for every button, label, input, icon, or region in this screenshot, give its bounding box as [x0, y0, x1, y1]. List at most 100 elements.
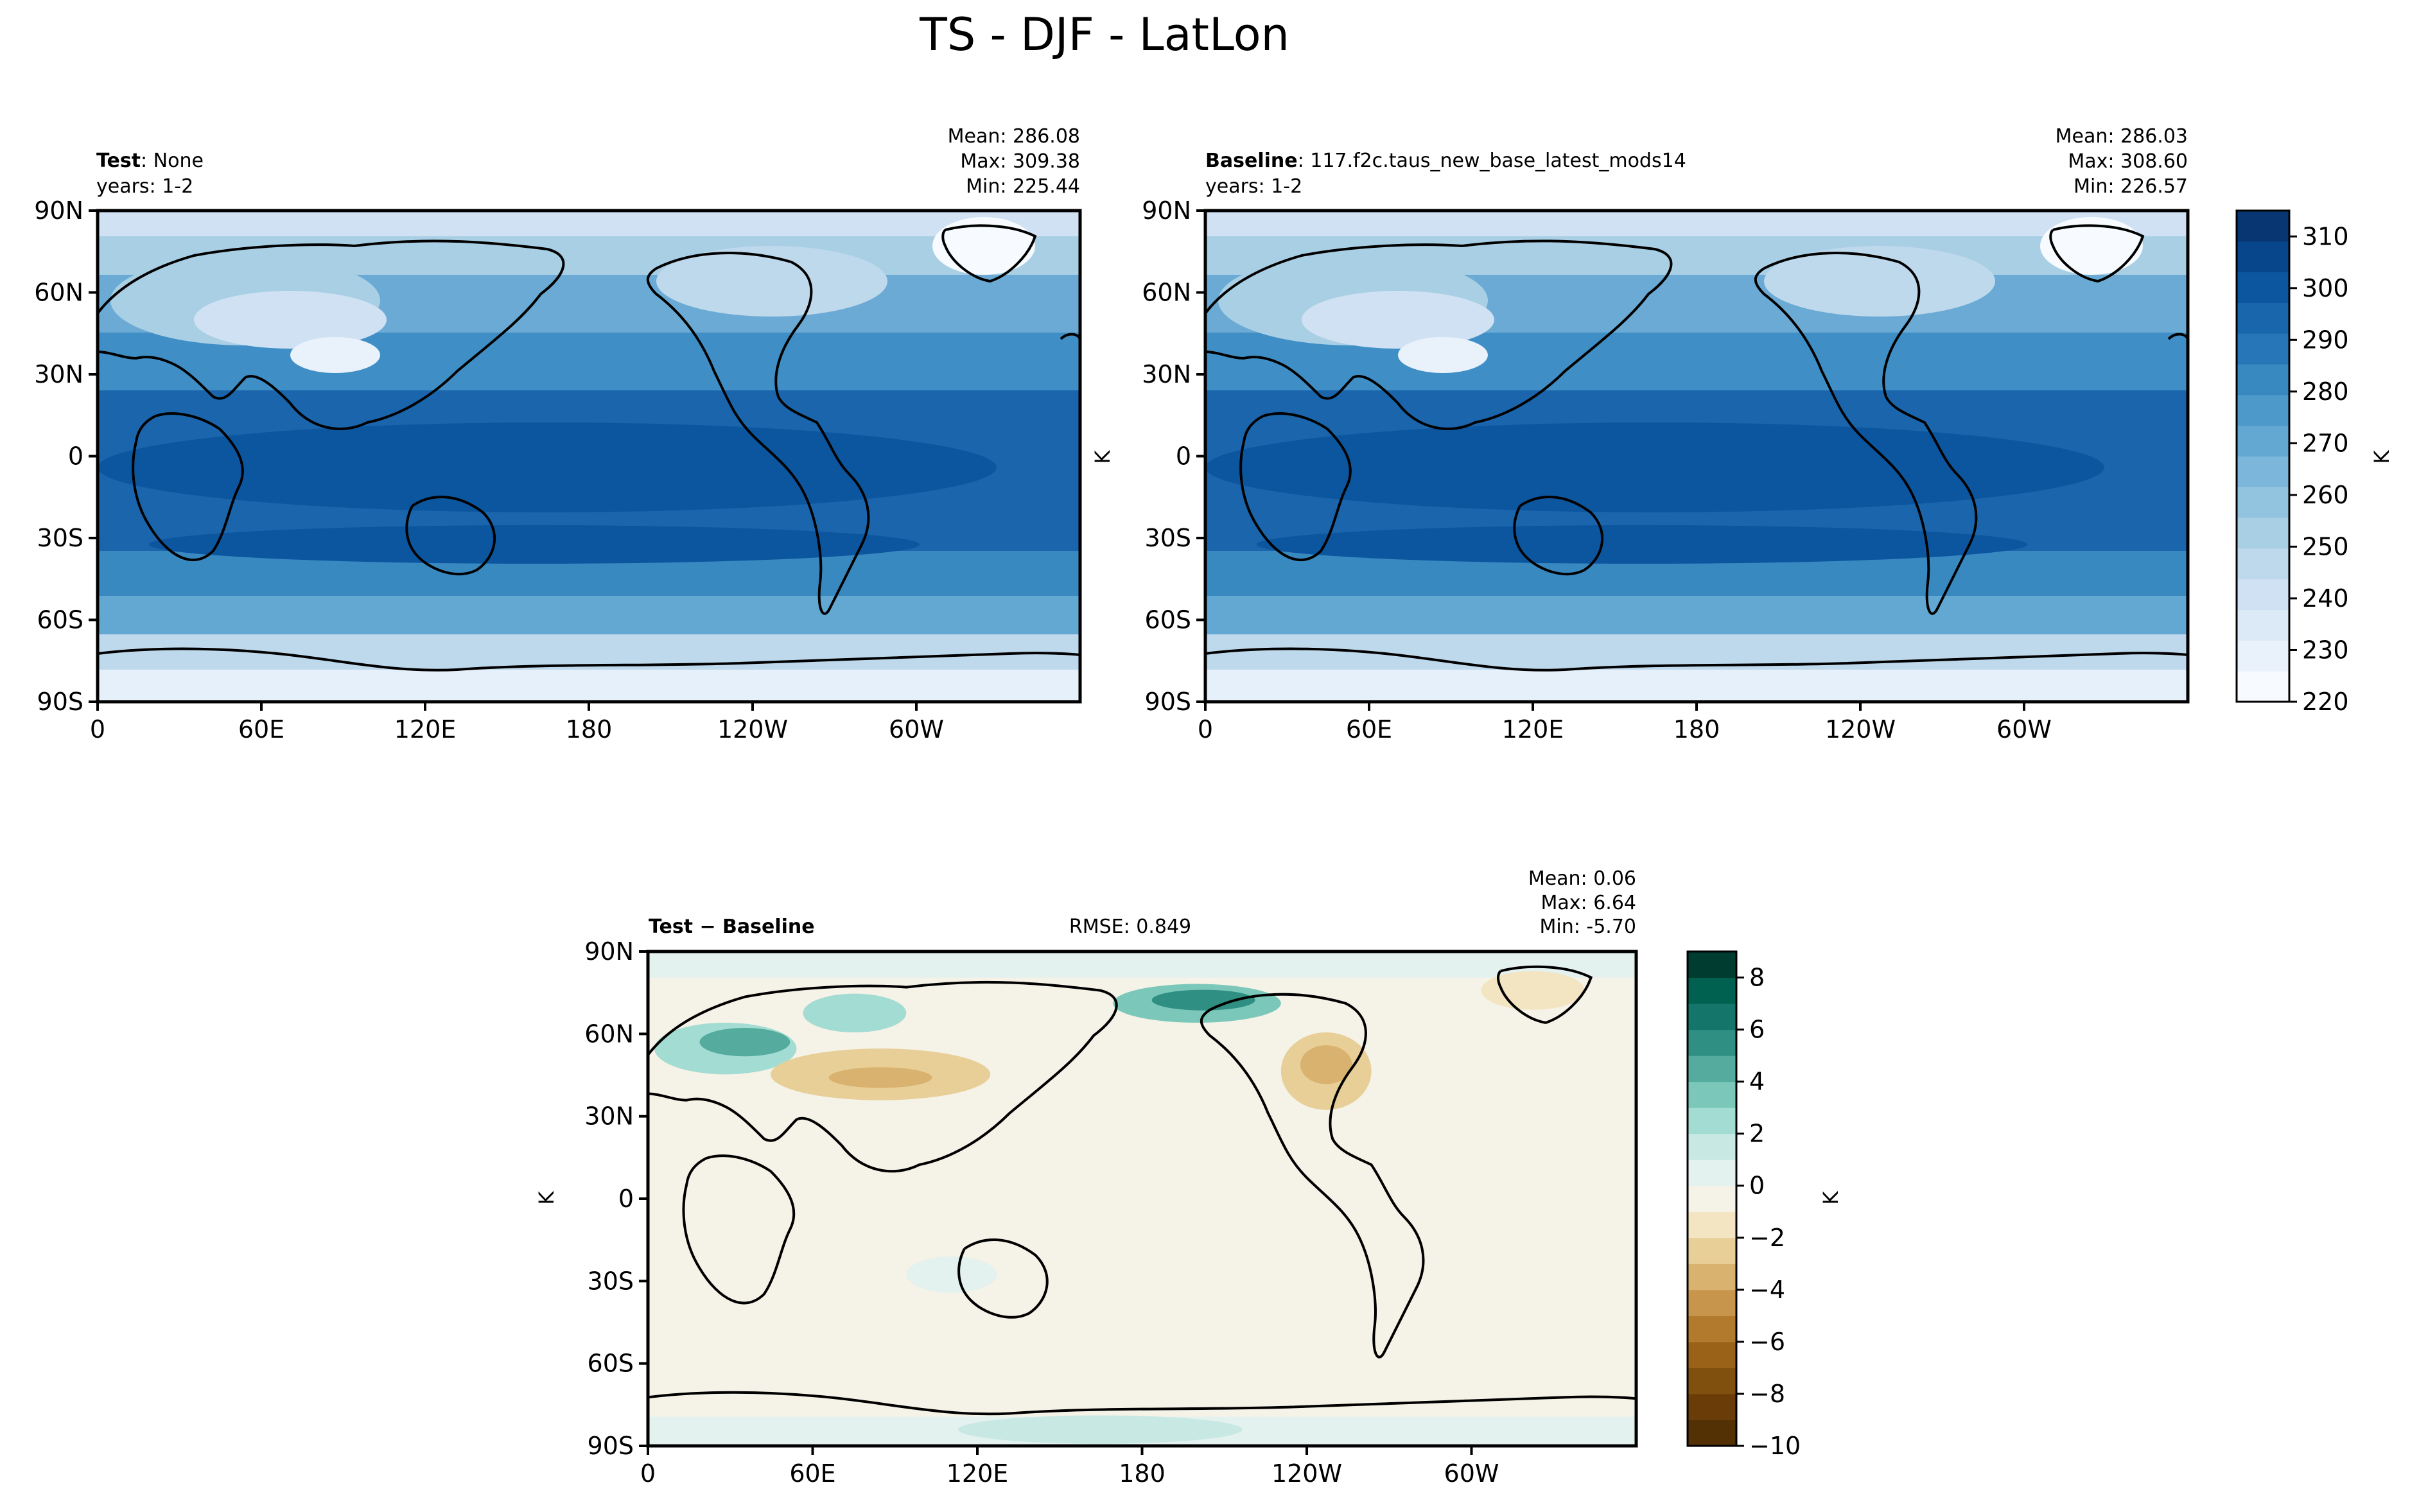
colorbar-difference-swatch [1688, 1289, 1736, 1316]
baseline-lon-tick-label: 180 [1673, 715, 1720, 743]
baseline-lat-tick-label: 90N [1142, 196, 1191, 225]
baseline-lon-tick-label: 120E [1502, 715, 1564, 743]
colorbar-temperature: 310 300 290 280 270 260 250 240 230 220 K [2235, 209, 2394, 716]
test-min: Min: 225.44 [966, 175, 1080, 198]
diff-min: Min: -5.70 [1540, 916, 1637, 938]
diff-panel-title: Test − Baseline [649, 916, 815, 938]
baseline-lon-tick-label: 60W [1996, 715, 2052, 743]
colorbar-temperature-swatch [2237, 517, 2289, 549]
diff-axis-ticks: 0 60E 120E 180 120W 60W 90N 60N 30N 0 30S 60S 90S [584, 937, 1499, 1488]
colorbar-difference-swatch [1688, 1212, 1736, 1238]
colorbar-difference-tick-label: −10 [1749, 1432, 1801, 1460]
baseline-mean: Mean: 286.03 [2056, 125, 2188, 148]
diff-lat-tick-label: 30S [588, 1267, 634, 1295]
colorbar-difference-swatch [1688, 1185, 1736, 1212]
colorbar-difference-swatch [1688, 1393, 1736, 1420]
colorbar-temperature-swatches [2237, 211, 2289, 702]
baseline-years: years: 1-2 [1205, 175, 1302, 198]
test-lon-tick-label: 60E [238, 715, 284, 743]
colorbar-temperature-swatch [2237, 272, 2289, 303]
diff-lon-tick-label: 120W [1271, 1459, 1342, 1488]
colorbar-temperature-tick-label: 260 [2302, 481, 2349, 509]
colorbar-temperature-frame [2235, 209, 2291, 703]
colorbar-difference-swatch [1688, 1133, 1736, 1160]
colorbar-temperature-tick-label: 290 [2302, 326, 2349, 354]
test-lat-tick-label: 60N [34, 279, 83, 307]
test-lon-tick-label: 120W [717, 715, 788, 743]
test-lon-tick-label: 0 [90, 715, 105, 743]
colorbar-temperature-swatch [2237, 302, 2289, 334]
figure-title: TS - DJF - LatLon [919, 8, 1289, 61]
colorbar-difference-swatch [1688, 1056, 1736, 1082]
test-map [98, 211, 1080, 702]
baseline-lon-tick-label: 0 [1198, 715, 1213, 743]
test-lat-tick-label: 0 [68, 442, 83, 471]
test-max: Max: 309.38 [960, 150, 1080, 173]
colorbar-temperature-tick-label: 230 [2302, 636, 2349, 664]
diff-rmse: RMSE: 0.849 [1069, 916, 1191, 938]
colorbar-temperature-swatch [2237, 394, 2289, 426]
colorbar-temperature-tick-label: 220 [2302, 688, 2349, 716]
colorbar-difference-tick-label: −6 [1749, 1328, 1785, 1356]
colorbar-temperature-swatch [2237, 609, 2289, 641]
colorbar-temperature-label: K [2370, 449, 2394, 464]
diff-mean: Mean: 0.06 [1528, 867, 1636, 890]
test-lat-tick-label: 30S [37, 524, 83, 552]
colorbar-temperature-swatch [2237, 211, 2289, 242]
baseline-ylabel: K [1090, 449, 1115, 464]
diff-lat-tick-label: 90S [588, 1432, 634, 1460]
diff-panel: Test − Baseline RMSE: 0.849 Mean: 0.06 M… [534, 867, 1638, 1488]
diff-lon-tick-label: 180 [1119, 1459, 1166, 1488]
colorbar-difference-swatch [1688, 1108, 1736, 1134]
baseline-lat-tick-label: 30S [1145, 524, 1191, 552]
baseline-min: Min: 226.57 [2074, 175, 2188, 198]
baseline-lat-tick-label: 60S [1145, 606, 1191, 634]
colorbar-temperature-swatch [2237, 640, 2289, 672]
colorbar-difference-swatch [1688, 1420, 1736, 1447]
colorbar-difference-tick-label: 2 [1749, 1120, 1765, 1148]
baseline-lon-tick-label: 60E [1346, 715, 1392, 743]
test-lat-tick-label: 90S [37, 688, 83, 716]
baseline-title-rest: : 117.f2c.taus_new_base_latest_mods14 [1298, 150, 1686, 172]
colorbar-difference-tick-label: 8 [1749, 964, 1765, 992]
colorbar-temperature-swatch [2237, 333, 2289, 365]
baseline-max: Max: 308.60 [2068, 150, 2188, 173]
baseline-lat-tick-label: 30N [1142, 360, 1191, 388]
colorbar-difference-swatch [1688, 977, 1736, 1004]
test-title-rest: : None [141, 150, 204, 172]
colorbar-difference: 8 6 4 2 0 −2 −4 −6 −8 −10 K [1686, 950, 1843, 1460]
baseline-title-bold: Baseline [1205, 150, 1298, 172]
colorbar-difference-swatch [1688, 1160, 1736, 1186]
colorbar-temperature-swatch [2237, 241, 2289, 273]
diff-lat-tick-label: 0 [618, 1185, 634, 1213]
baseline-map [1205, 211, 2188, 702]
colorbar-difference-swatches [1688, 952, 1736, 1447]
baseline-lon-tick-label: 120W [1825, 715, 1896, 743]
colorbar-temperature-tick-label: 270 [2302, 429, 2349, 457]
colorbar-difference-swatch [1688, 1264, 1736, 1290]
test-title-bold: Test [96, 150, 141, 172]
baseline-axis-ticks: 0 60E 120E 180 120W 60W 90N 60N 30N 0 30S 60S 90S [1142, 196, 2052, 743]
diff-lat-tick-label: 90N [584, 937, 634, 966]
baseline-lat-tick-label: 0 [1176, 442, 1191, 471]
colorbar-temperature-swatch [2237, 578, 2289, 611]
colorbar-difference-swatch [1688, 1341, 1736, 1368]
colorbar-difference-swatch [1688, 1237, 1736, 1264]
diff-max: Max: 6.64 [1541, 892, 1636, 914]
colorbar-difference-frame [1686, 950, 1738, 1447]
test-panel: Test: None years: 1-2 Mean: 286.08 Max: … [34, 125, 1082, 743]
diff-lon-tick-label: 60E [789, 1459, 835, 1488]
test-panel-title: Test: None [96, 150, 204, 172]
test-lat-tick-label: 30N [34, 360, 83, 388]
colorbar-difference-swatch [1688, 1029, 1736, 1056]
colorbar-difference-tick-label: −2 [1749, 1224, 1785, 1252]
colorbar-difference-swatch [1688, 1316, 1736, 1343]
colorbar-temperature-tick-label: 310 [2302, 222, 2349, 250]
test-mean: Mean: 286.08 [948, 125, 1080, 148]
baseline-lat-tick-label: 90S [1145, 688, 1191, 716]
colorbar-temperature-tick-label: 240 [2302, 584, 2349, 613]
colorbar-temperature-swatch [2237, 425, 2289, 456]
test-lat-tick-label: 90N [34, 196, 83, 225]
colorbar-difference-ticks: 8 6 4 2 0 −2 −4 −6 −8 −10 [1736, 964, 1801, 1460]
baseline-lat-tick-label: 60N [1142, 279, 1191, 307]
